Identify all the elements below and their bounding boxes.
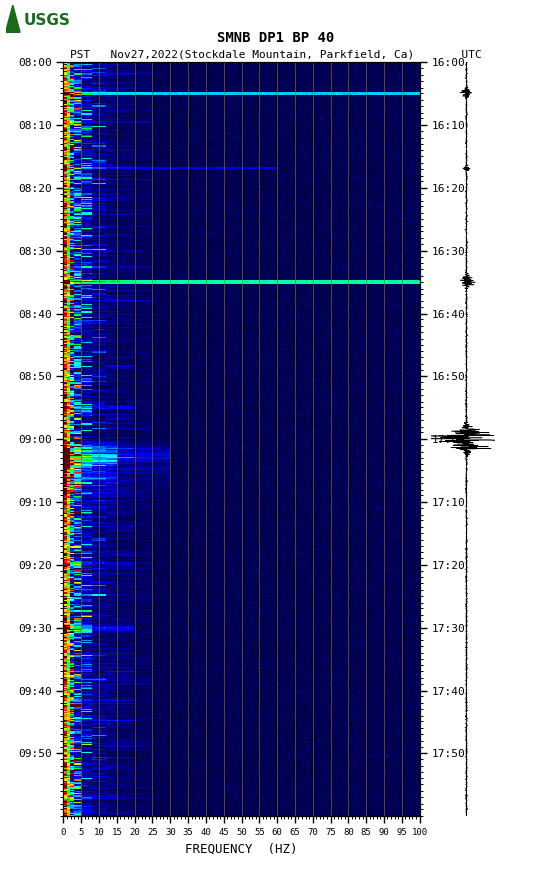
Text: USGS: USGS (24, 12, 71, 28)
Text: PST   Nov27,2022(Stockdale Mountain, Parkfield, Ca)       UTC: PST Nov27,2022(Stockdale Mountain, Parkf… (70, 49, 482, 59)
X-axis label: FREQUENCY  (HZ): FREQUENCY (HZ) (185, 843, 298, 855)
Text: SMNB DP1 BP 40: SMNB DP1 BP 40 (217, 31, 335, 45)
Polygon shape (6, 5, 20, 32)
